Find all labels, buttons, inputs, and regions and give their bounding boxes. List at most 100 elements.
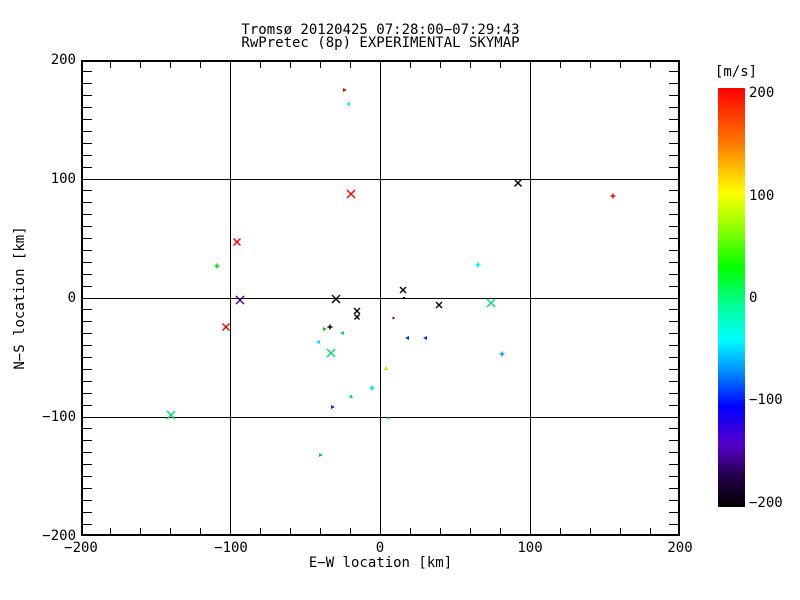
y-axis-tick	[669, 511, 678, 513]
y-axis-tick	[669, 95, 678, 97]
y-tick-label: −100	[42, 409, 76, 425]
y-axis-tick	[669, 392, 678, 394]
y-axis-tick	[83, 142, 92, 144]
colorbar-tick-label: −200	[749, 495, 783, 511]
title-line2: RwPretec (8p) EXPERIMENTAL SKYMAP	[241, 35, 520, 51]
x-axis-tick	[350, 528, 352, 534]
y-axis-tick	[83, 345, 92, 347]
x-axis-tick	[529, 528, 531, 534]
colorbar	[718, 88, 745, 507]
x-axis-tick	[529, 62, 531, 68]
y-axis-tick	[669, 476, 678, 477]
x-axis-tick	[350, 62, 352, 68]
y-axis-tick	[669, 154, 678, 156]
y-axis-tick	[669, 297, 678, 299]
y-axis-tick	[83, 83, 92, 85]
x-axis-tick	[380, 62, 381, 68]
x-axis-tick	[140, 62, 142, 68]
y-axis-tick	[669, 83, 678, 85]
y-axis-tick	[83, 249, 92, 251]
x-axis-tick	[170, 528, 172, 534]
y-tick-label: 100	[50, 171, 76, 187]
x-axis-tick	[260, 528, 262, 534]
y-axis-tick	[669, 333, 678, 335]
x-axis-tick	[559, 528, 561, 534]
y-axis-tick	[83, 119, 92, 120]
y-axis-tick	[669, 487, 678, 489]
y-axis-tick	[83, 476, 92, 477]
x-axis-tick	[170, 62, 172, 68]
x-tick-label: 100	[517, 540, 543, 556]
x-axis-tick	[589, 62, 591, 68]
x-axis-tick	[619, 62, 621, 68]
x-axis-tick	[260, 62, 262, 68]
y-axis-tick	[669, 249, 678, 251]
x-axis-tick	[649, 528, 651, 534]
y-axis-tick	[83, 166, 92, 168]
y-axis-tick	[83, 309, 92, 311]
y-axis-tick	[669, 380, 678, 382]
y-axis-tick	[83, 368, 92, 370]
x-axis-tick	[320, 528, 322, 534]
x-axis-tick	[320, 62, 322, 68]
y-axis-tick	[669, 464, 678, 466]
x-axis-tick	[469, 528, 471, 534]
y-axis-label: N−S location [km]	[12, 226, 28, 370]
y-axis-tick	[669, 321, 678, 323]
x-axis-tick	[439, 62, 441, 68]
y-axis-tick	[83, 452, 92, 454]
x-axis-tick	[409, 62, 411, 68]
y-axis-tick	[669, 285, 678, 287]
y-axis-tick	[83, 178, 92, 180]
y-axis-tick	[83, 238, 92, 239]
y-axis-tick	[669, 428, 678, 430]
x-axis-tick	[559, 62, 561, 68]
y-axis-tick	[669, 130, 678, 132]
x-axis-tick	[140, 528, 142, 534]
y-axis-tick	[669, 142, 678, 144]
y-axis-tick	[83, 273, 92, 275]
colorbar-tick-label: −100	[749, 392, 783, 408]
y-axis-tick	[669, 273, 678, 275]
x-tick-label: 0	[375, 540, 385, 556]
y-axis-tick	[669, 440, 678, 442]
y-axis-tick	[669, 107, 678, 109]
x-axis-tick	[290, 528, 292, 534]
y-axis-tick	[83, 107, 92, 109]
y-axis-tick	[83, 487, 92, 489]
y-axis-tick	[669, 119, 678, 120]
y-axis-tick	[669, 71, 678, 73]
y-axis-tick	[669, 452, 678, 454]
x-axis-tick	[230, 528, 232, 534]
y-axis-tick	[83, 428, 92, 430]
y-axis-tick	[83, 404, 92, 406]
grid-line-horizontal	[83, 416, 678, 418]
x-axis-tick	[230, 62, 232, 68]
y-axis-tick	[83, 464, 92, 466]
x-axis-tick	[469, 62, 471, 68]
y-axis-tick	[83, 95, 92, 97]
y-axis-tick	[669, 166, 678, 168]
y-axis-tick	[83, 154, 92, 156]
grid-line-horizontal	[83, 178, 678, 180]
colorbar-title: [m/s]	[714, 64, 758, 80]
x-axis-tick	[380, 528, 381, 534]
colorbar-tick-label: 200	[749, 85, 775, 101]
x-axis-tick	[499, 62, 501, 68]
x-axis-tick	[439, 528, 441, 534]
y-axis-tick	[669, 190, 678, 192]
y-axis-tick	[669, 499, 678, 501]
y-axis-tick	[669, 416, 678, 418]
y-axis-tick	[83, 130, 92, 132]
y-axis-tick	[669, 214, 678, 216]
x-axis-tick	[290, 62, 292, 68]
x-axis-label: E−W location [km]	[308, 555, 453, 571]
x-axis-tick	[619, 528, 621, 534]
y-axis-tick	[669, 202, 678, 204]
y-axis-tick	[83, 71, 92, 73]
x-axis-tick	[200, 528, 202, 534]
y-axis-tick	[669, 357, 678, 358]
y-axis-tick	[83, 380, 92, 382]
y-axis-tick	[83, 523, 92, 525]
